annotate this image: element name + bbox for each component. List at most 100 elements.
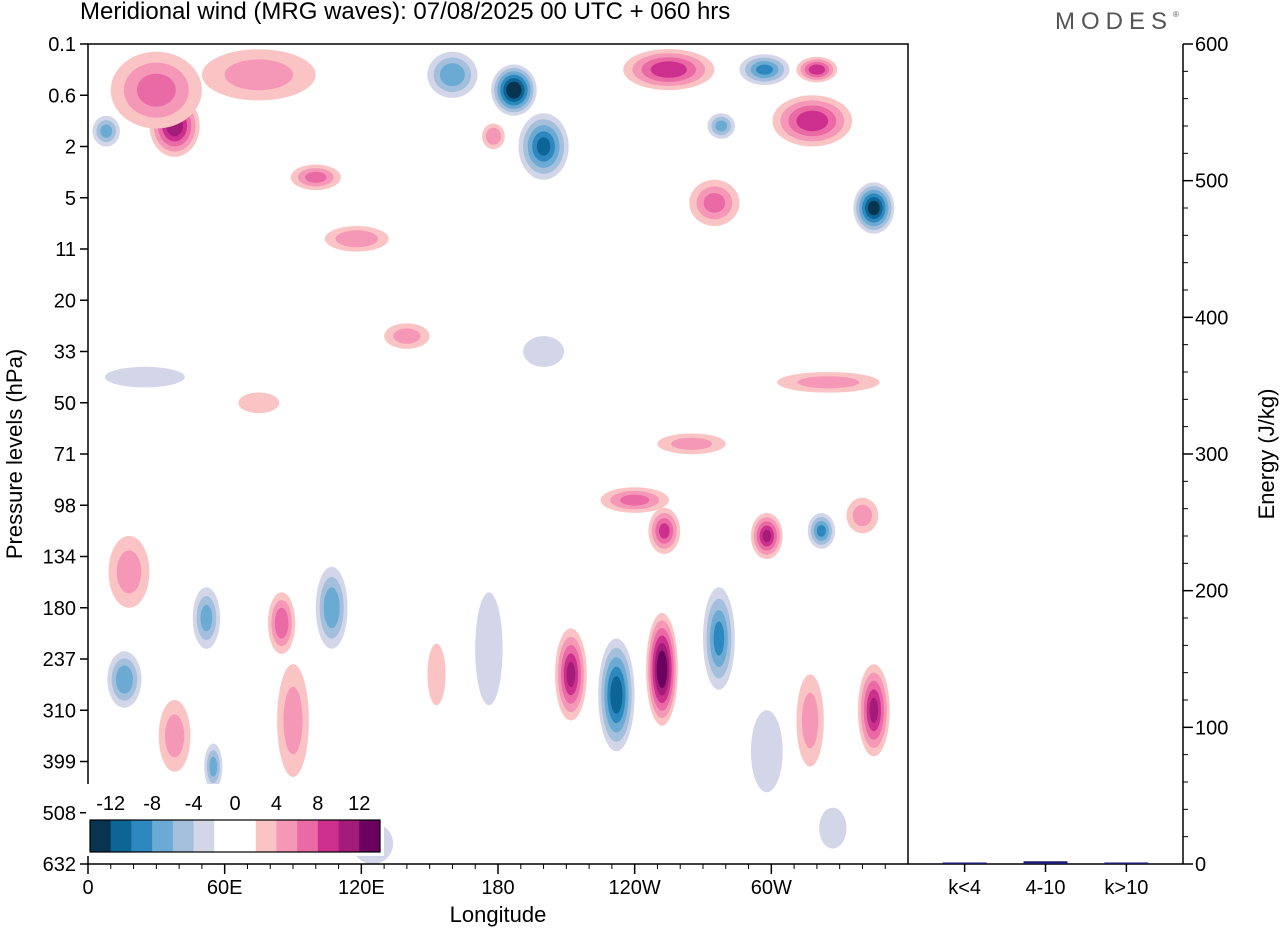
contour-band xyxy=(801,692,819,749)
x-tick-label: 60W xyxy=(751,877,792,899)
contour-band xyxy=(762,529,772,543)
colorbar-swatch xyxy=(255,820,277,852)
wind-anomaly xyxy=(201,49,316,101)
energy-category-label: k>10 xyxy=(1104,877,1148,899)
contour-band xyxy=(136,73,176,107)
contour-band xyxy=(209,756,218,777)
y-axis-title: Pressure levels (hPa) xyxy=(2,349,27,559)
wind-anomaly xyxy=(598,638,635,752)
y-tick-label: 98 xyxy=(54,495,76,517)
wind-anomaly xyxy=(324,226,389,252)
energy-tick-label: 300 xyxy=(1195,444,1228,466)
contour-band xyxy=(115,665,133,694)
energy-category-label: k<4 xyxy=(948,877,981,899)
contour-band xyxy=(104,366,185,388)
colorbar-swatch xyxy=(193,820,215,852)
wind-anomaly xyxy=(796,674,824,767)
wind-anomaly xyxy=(107,651,142,708)
contour-band xyxy=(659,523,670,539)
x-axis-title: Longitude xyxy=(450,902,547,927)
contour-band xyxy=(650,61,687,78)
y-tick-label: 11 xyxy=(55,239,76,261)
contour-band xyxy=(323,587,340,629)
contour-band xyxy=(427,643,446,706)
wind-anomaly xyxy=(475,592,503,706)
energy-tick-label: 600 xyxy=(1195,34,1228,56)
y-tick-label: 50 xyxy=(54,393,76,415)
energy-axis-title: Energy (J/kg) xyxy=(1254,389,1279,520)
y-tick-label: 20 xyxy=(54,290,76,312)
energy-tick-label: 400 xyxy=(1195,307,1228,329)
y-tick-label: 237 xyxy=(43,649,76,671)
y-tick-label: 71 xyxy=(54,444,76,466)
chart-title: Meridional wind (MRG waves): 07/08/2025 … xyxy=(80,0,731,25)
wind-anomaly xyxy=(646,612,678,726)
x-tick-label: 180 xyxy=(481,877,514,899)
colorbar-label: -4 xyxy=(185,793,203,815)
contour-band xyxy=(165,714,185,758)
wind-anomaly xyxy=(600,487,669,513)
contour-band xyxy=(671,437,713,450)
colorbar-swatch xyxy=(235,820,257,852)
colorbar: -12 -8 -4 0 4 8 12 xyxy=(86,784,384,856)
colorbar-swatch xyxy=(276,820,298,852)
wind-anomaly xyxy=(853,182,895,234)
wind-anomaly xyxy=(518,113,569,180)
wind-anomaly xyxy=(277,664,309,777)
contour-band xyxy=(283,686,303,755)
wind-anomaly xyxy=(857,664,890,757)
wind-anomaly xyxy=(750,710,783,793)
y-tick-label: 0.6 xyxy=(48,85,76,107)
contour-band xyxy=(852,504,873,527)
y-tick-label: 310 xyxy=(43,700,76,722)
contour-band xyxy=(509,85,519,96)
energy-bar xyxy=(1023,861,1068,864)
colorbar-swatch xyxy=(90,820,112,852)
contour-band xyxy=(620,494,650,506)
wind-anomaly xyxy=(104,366,185,388)
contour-band xyxy=(756,64,773,75)
wind-anomaly xyxy=(108,536,150,608)
x-tick-label: 0 xyxy=(82,877,93,899)
wind-anomaly xyxy=(777,372,880,393)
contour-band xyxy=(808,64,826,75)
energy-tick-label: 200 xyxy=(1195,581,1228,603)
wind-anomaly xyxy=(110,51,202,129)
contour-band xyxy=(305,171,327,183)
wind-anomaly xyxy=(92,115,120,147)
y-tick-label: 0.1 xyxy=(48,34,76,56)
wind-anomaly xyxy=(238,392,280,414)
colorbar-label: -8 xyxy=(143,793,161,815)
contour-band xyxy=(393,328,421,344)
wind-anomaly xyxy=(750,512,783,560)
contour-band xyxy=(439,63,465,87)
colorbar-swatch xyxy=(338,820,360,852)
contour-band xyxy=(610,676,623,714)
contour-band xyxy=(713,621,725,656)
y-tick-label: 632 xyxy=(43,854,76,876)
colorbar-swatch xyxy=(131,820,153,852)
y-tick-label: 5 xyxy=(65,188,76,210)
energy-panel: 0 100 200 300 400 500 600 k<4 4-10 k>10 xyxy=(908,34,1228,899)
wind-anomaly xyxy=(648,507,681,554)
y-tick-label: 33 xyxy=(54,342,76,364)
contour-band xyxy=(116,550,142,594)
contour-band xyxy=(869,697,879,723)
colorbar-swatch xyxy=(359,820,381,852)
contour-band xyxy=(703,193,726,213)
contour-band xyxy=(100,124,113,138)
wind-anomaly xyxy=(703,587,735,690)
colorbar-swatch xyxy=(297,820,319,852)
y-tick-label: 180 xyxy=(43,598,76,620)
contour-band xyxy=(274,607,289,639)
energy-category-label: 4-10 xyxy=(1025,877,1065,899)
contour-band xyxy=(816,524,827,537)
wind-anomaly xyxy=(739,54,790,85)
energy-tick-label: 500 xyxy=(1195,171,1228,193)
contour-band xyxy=(750,710,783,793)
wind-anomaly xyxy=(523,336,565,367)
contour-band xyxy=(485,127,501,145)
wind-anomaly xyxy=(158,700,191,772)
wind-anomaly xyxy=(427,643,446,706)
